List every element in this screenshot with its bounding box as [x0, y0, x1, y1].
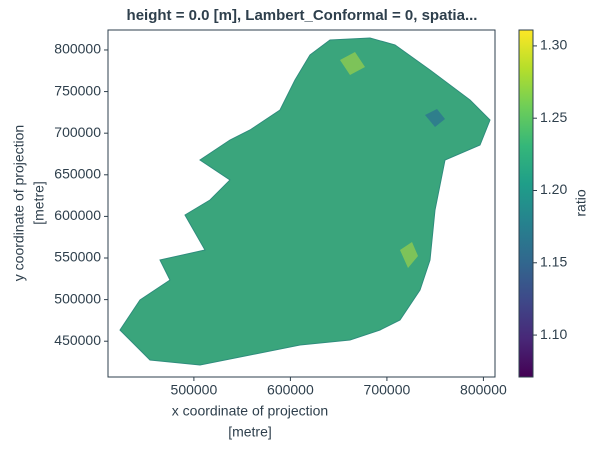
land-raster	[119, 37, 491, 366]
colorbar-tick-label: 1.20	[540, 181, 567, 197]
colorbar-tick-label: 1.30	[540, 37, 567, 53]
colorbar-label: ratio	[573, 189, 589, 216]
y-tick-label: 700000	[54, 124, 101, 140]
y-tick-label: 450000	[54, 332, 101, 348]
x-tick-label: 700000	[364, 382, 411, 398]
chart-title: height = 0.0 [m], Lambert_Conformal = 0,…	[127, 7, 478, 24]
y-axis-label: [metre]	[31, 181, 47, 225]
y-axis-label: y coordinate of projection	[11, 125, 27, 281]
x-tick-label: 800000	[460, 382, 507, 398]
lake	[425, 109, 445, 127]
plot-frame	[107, 29, 496, 378]
y-tick-label: 550000	[54, 249, 101, 265]
x-tick-label: 500000	[171, 382, 218, 398]
colorbar	[518, 29, 534, 378]
x-tick-label: 600000	[267, 382, 314, 398]
colorbar-tick-label: 1.25	[540, 109, 567, 125]
colorbar-tick-label: 1.15	[540, 253, 567, 269]
y-tick-label: 650000	[54, 165, 101, 181]
highland	[340, 52, 418, 268]
y-tick-label: 500000	[54, 290, 101, 306]
x-axis-label: [metre]	[228, 424, 272, 440]
x-axis-label: x coordinate of projection	[172, 403, 328, 419]
colorbar-tick-label: 1.10	[540, 326, 567, 342]
y-tick-label: 750000	[54, 82, 101, 98]
y-tick-label: 800000	[54, 41, 101, 57]
y-tick-label: 600000	[54, 207, 101, 223]
